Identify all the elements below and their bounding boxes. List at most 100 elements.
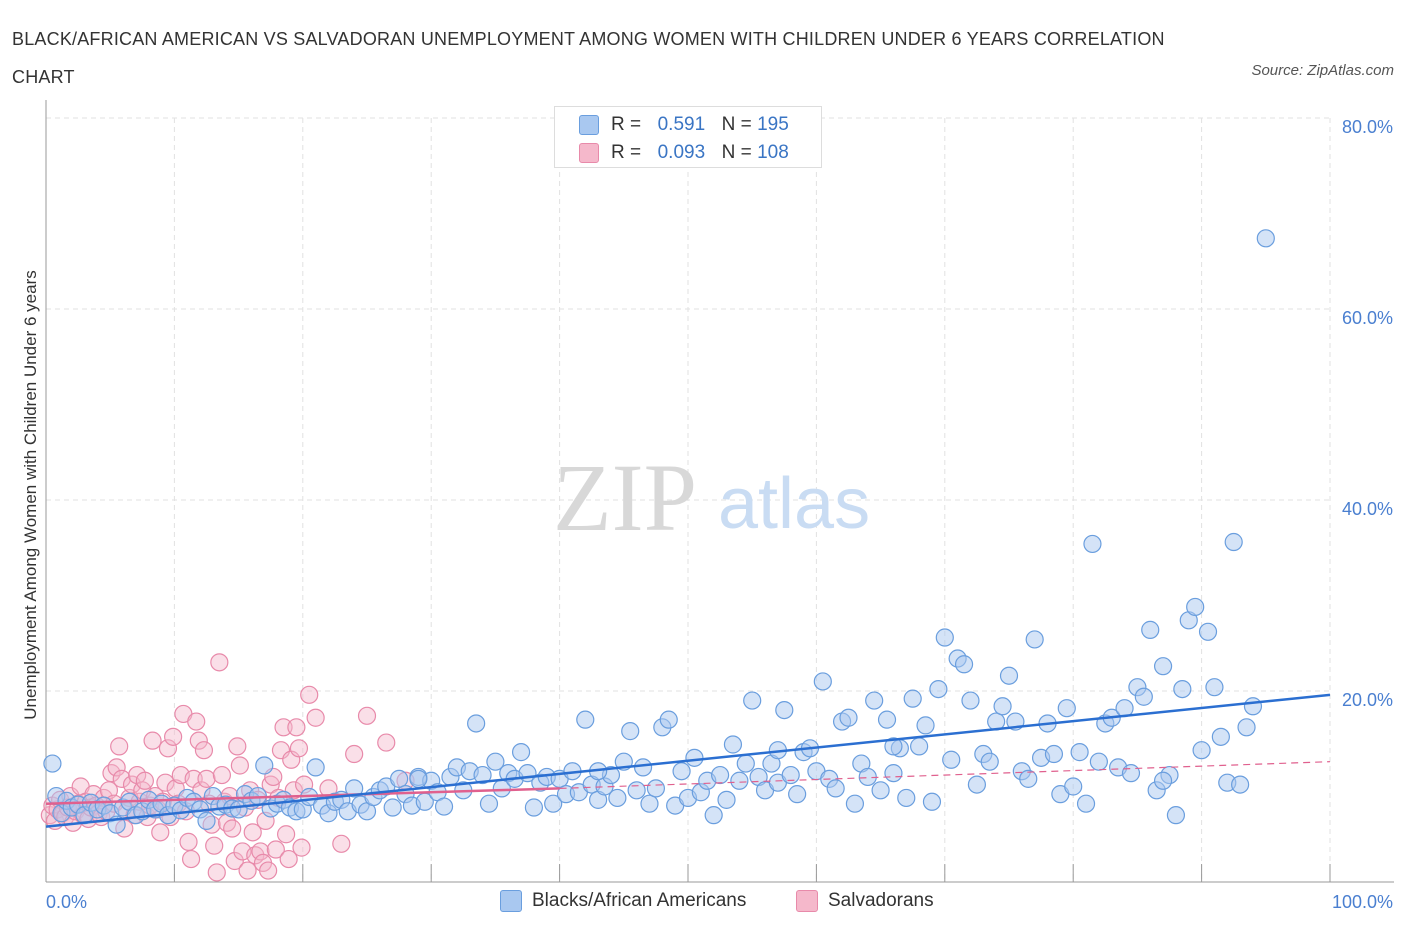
salvadoran-point [179, 832, 198, 851]
salvadoran-trend-line [45, 787, 560, 805]
black-point [871, 781, 890, 800]
salvadoran-points [40, 653, 415, 882]
salvadoran-point [251, 842, 270, 861]
bottom-legend-salvadorans[interactable]: Salvadorans [796, 886, 934, 916]
black-point [672, 762, 691, 781]
black-point [1141, 620, 1160, 639]
black-point [479, 794, 499, 813]
black-point [826, 779, 845, 798]
x-tick-label: 0.0% [46, 892, 87, 912]
black-point [1089, 752, 1108, 771]
salvadoran-point [189, 731, 208, 750]
black-point [1173, 679, 1192, 699]
black-point [1083, 534, 1102, 554]
black-point [467, 714, 486, 733]
salvadoran-point [156, 773, 175, 792]
legend-row-blacks: R = 0.591 N = 195 [579, 111, 789, 139]
black-point [1231, 775, 1250, 794]
salvadoran-point [345, 744, 364, 764]
black-point [409, 769, 428, 788]
black-point [743, 691, 762, 710]
salvadoran-point [112, 769, 131, 788]
black-point [1237, 718, 1256, 737]
legend-row-salvadorans: R = 0.093 N = 108 [579, 139, 789, 167]
salvadoran-point [300, 685, 319, 704]
black-point [1205, 678, 1224, 697]
salvadoran-point [277, 825, 296, 844]
black-point [929, 679, 948, 699]
legend-n-value: 195 [757, 114, 789, 135]
black-point [730, 771, 749, 790]
black-point [1198, 622, 1218, 641]
black-point [621, 722, 640, 741]
salvadoran-point [259, 861, 278, 880]
black-point [1076, 794, 1096, 813]
salvadoran-point [357, 706, 377, 725]
bottom-legend-blacks[interactable]: Blacks/African Americans [500, 886, 746, 916]
black-point [511, 743, 531, 762]
legend-n-label: N = [721, 142, 752, 163]
black-point [1044, 744, 1064, 764]
black-point [717, 790, 736, 809]
salvadoran-point [197, 769, 216, 788]
salvadoran-point [289, 739, 309, 758]
black-point [383, 798, 402, 817]
black-point [524, 798, 544, 817]
salvadoran-point [332, 834, 351, 853]
black-point [659, 710, 678, 729]
legend-swatch-pink [579, 143, 599, 163]
black-point [1121, 764, 1141, 783]
salvadoran-point [207, 863, 226, 882]
black-point [434, 797, 454, 816]
black-point [935, 628, 954, 647]
black-point [961, 691, 980, 710]
black-point [685, 748, 704, 767]
legend-n-value: 108 [757, 142, 789, 163]
watermark-zip: ZIP [553, 444, 697, 551]
black-point [1019, 769, 1038, 788]
y-tick-label: 20.0% [1342, 690, 1393, 710]
black-point [922, 792, 942, 811]
trend-lines [45, 693, 1331, 828]
black-point [197, 811, 216, 830]
salvadoran-point [205, 836, 224, 855]
legend-r-label: R = [611, 114, 642, 135]
salvadoran-point [274, 718, 293, 737]
black-point [781, 765, 800, 785]
x-tick-label: 100.0% [1332, 892, 1393, 912]
axes [45, 100, 1394, 883]
black-point [633, 758, 653, 777]
black-point [884, 764, 903, 783]
black-point [736, 754, 755, 773]
black-point [608, 788, 627, 808]
black-point [1057, 699, 1076, 718]
salvadoran-trend-extension [559, 761, 1331, 790]
y-tick-label: 40.0% [1342, 499, 1393, 519]
black-point [1134, 687, 1153, 706]
black-point [954, 655, 974, 674]
salvadoran-point [181, 849, 201, 869]
salvadoran-point [306, 708, 325, 727]
black-point [877, 710, 897, 729]
y-tick-label: 80.0% [1342, 117, 1393, 137]
legend-swatch-blue [579, 115, 599, 135]
black-point [1070, 743, 1089, 762]
salvadoran-point [279, 849, 298, 869]
salvadoran-point [102, 764, 121, 783]
salvadoran-point [287, 718, 306, 737]
chart-source: Source: ZipAtlas.com [1251, 62, 1394, 79]
salvadoran-point [151, 823, 170, 842]
legend-r-value: 0.093 [657, 142, 706, 163]
watermark: ZIP atlas [553, 444, 870, 551]
black-point [1192, 741, 1211, 760]
black-point [710, 765, 730, 785]
salvadoran-point [210, 653, 229, 672]
black-points [43, 229, 1275, 834]
salvadoran-point [377, 733, 396, 752]
black-point [704, 806, 723, 825]
salvadoran-point [164, 727, 183, 746]
salvadoran-point [187, 712, 206, 731]
black-point [544, 794, 563, 813]
x-tick-labels: 0.0% 100.0% [46, 892, 1393, 912]
black-point [1025, 630, 1044, 649]
